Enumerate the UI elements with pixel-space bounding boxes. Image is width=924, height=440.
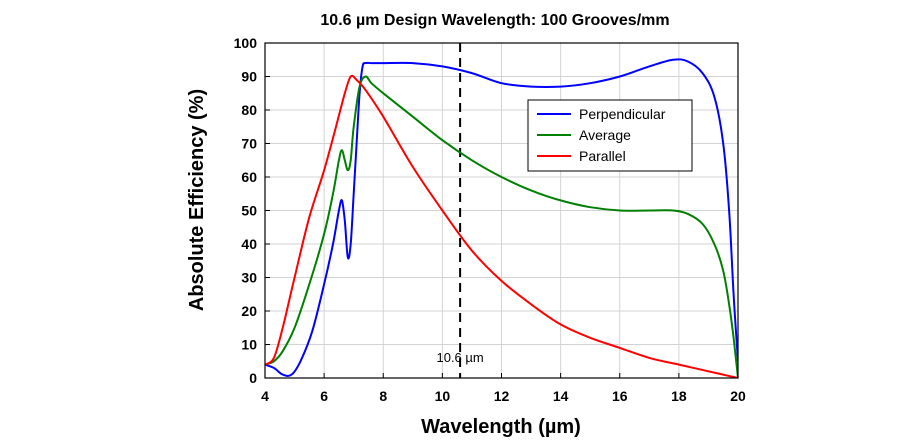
- legend-label-average: Average: [579, 127, 631, 143]
- series-line-perpendicular: [265, 58, 738, 377]
- grid-lines: [264, 42, 739, 379]
- annotation-layer: 10.6 µm: [436, 43, 484, 378]
- y-tick-label: 90: [241, 69, 257, 85]
- series-layer: [265, 58, 738, 378]
- x-tick-label: 10: [435, 388, 451, 404]
- y-tick-label: 70: [241, 136, 257, 152]
- series-line-parallel: [265, 74, 738, 378]
- x-tick-label: 6: [320, 388, 328, 404]
- x-tick-label: 8: [379, 388, 387, 404]
- y-tick-label: 20: [241, 303, 257, 319]
- y-tick-label: 10: [241, 337, 257, 353]
- series-line-average: [265, 75, 738, 378]
- x-tick-label: 12: [494, 388, 510, 404]
- y-tick-labels: 0 10 20 30 40 50 60 70 80 90 100: [234, 35, 258, 386]
- legend-label-parallel: Parallel: [579, 148, 626, 164]
- y-tick-label: 0: [249, 370, 257, 386]
- x-axis-label: Wavelength (µm): [421, 416, 581, 438]
- x-tick-label: 16: [612, 388, 628, 404]
- x-tick-labels: 4 6 8 10 12 14 16 18 20: [261, 388, 746, 404]
- x-tick-label: 14: [553, 388, 569, 404]
- tick-marks: [264, 42, 739, 379]
- y-tick-label: 50: [241, 203, 257, 219]
- y-tick-label: 40: [241, 236, 257, 252]
- x-tick-label: 20: [730, 388, 746, 404]
- y-tick-label: 30: [241, 270, 257, 286]
- legend-label-perpendicular: Perpendicular: [579, 106, 666, 122]
- y-axis-label: Absolute Efficiency (%): [186, 89, 208, 311]
- design-wavelength-label: 10.6 µm: [436, 350, 483, 365]
- y-tick-label: 80: [241, 102, 257, 118]
- y-tick-label: 60: [241, 169, 257, 185]
- chart-title: 10.6 µm Design Wavelength: 100 Grooves/m…: [320, 12, 669, 29]
- x-tick-label: 4: [261, 388, 269, 404]
- x-tick-label: 18: [671, 388, 687, 404]
- legend: Perpendicular Average Parallel: [527, 99, 693, 172]
- y-tick-label: 100: [234, 35, 258, 51]
